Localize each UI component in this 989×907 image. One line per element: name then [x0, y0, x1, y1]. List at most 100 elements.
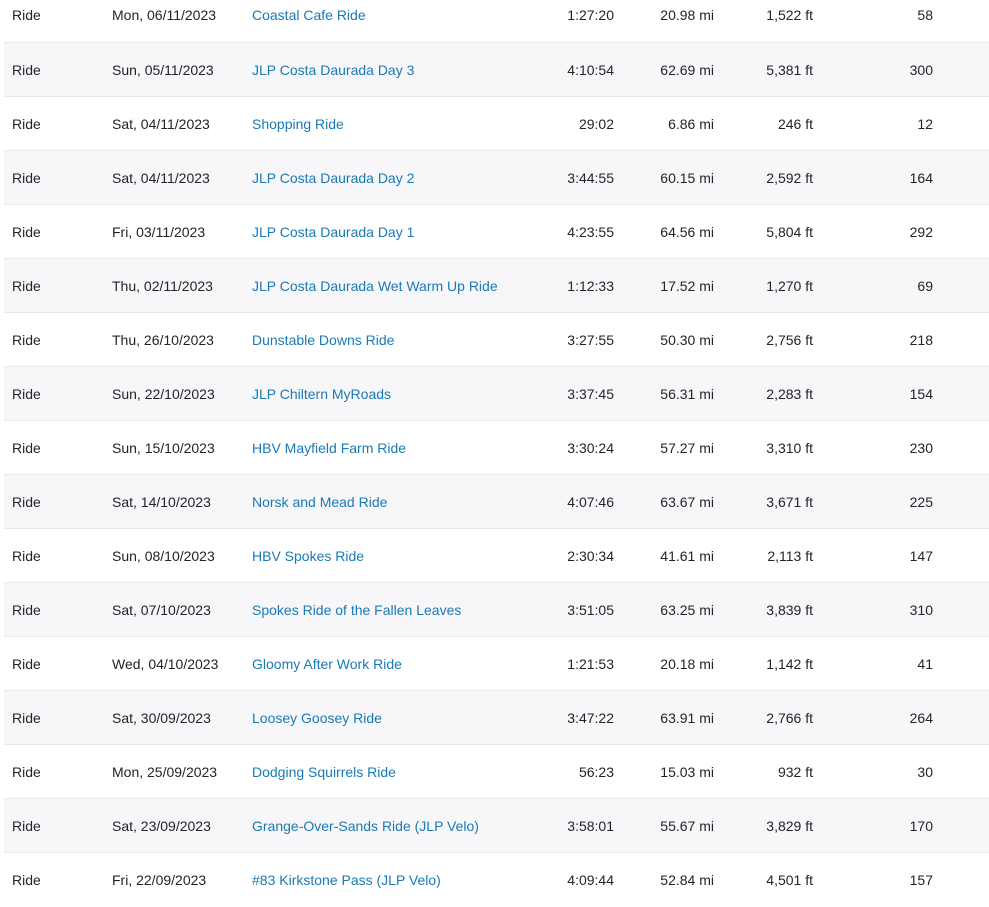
activity-elevation: 246 ft — [777, 116, 813, 132]
activity-date: Sat, 04/11/2023 — [112, 170, 210, 186]
activity-moving-time: 1:27:20 — [567, 7, 614, 23]
activity-title-link[interactable]: JLP Costa Daurada Day 1 — [252, 224, 415, 240]
activity-title-link[interactable]: Grange-Over-Sands Ride (JLP Velo) — [252, 818, 479, 834]
activity-sport: Ride — [12, 278, 41, 294]
activity-date: Fri, 03/11/2023 — [112, 224, 206, 240]
activity-elevation: 2,766 ft — [766, 710, 813, 726]
activity-distance: 20.98 mi — [660, 7, 714, 23]
activity-sport: Ride — [12, 602, 41, 618]
table-row: Ride Sat, 14/10/2023 Norsk and Mead Ride 4:… — [4, 474, 989, 528]
activity-moving-time: 1:12:33 — [567, 278, 614, 294]
activity-elevation: 1,142 ft — [766, 656, 813, 672]
activity-title-link[interactable]: Gloomy After Work Ride — [252, 656, 402, 672]
table-row: Ride Sat, 23/09/2023 Grange-Over-Sands Rid… — [4, 798, 989, 852]
activity-date: Sat, 04/11/2023 — [112, 116, 210, 132]
activity-title-link[interactable]: Coastal Cafe Ride — [252, 7, 366, 23]
table-row: Ride Sun, 15/10/2023 HBV Mayfield Farm Rid… — [4, 420, 989, 474]
activity-sport: Ride — [12, 494, 41, 510]
table-row: Ride Mon, 25/09/2023 Dodging Squirrels Rid… — [4, 744, 989, 798]
table-row: Ride Fri, 22/09/2023 #83 Kirkstone Pass (J… — [4, 852, 989, 906]
activity-distance: 62.69 mi — [660, 62, 714, 78]
activity-elevation: 2,592 ft — [766, 170, 813, 186]
activity-title-link[interactable]: Spokes Ride of the Fallen Leaves — [252, 602, 462, 618]
activity-relative-effort: 157 — [909, 872, 933, 888]
activity-moving-time: 4:09:44 — [567, 872, 614, 888]
activity-moving-time: 3:27:55 — [567, 332, 614, 348]
activity-distance: 63.25 mi — [660, 602, 714, 618]
activity-date: Fri, 22/09/2023 — [112, 872, 207, 888]
table-row: Ride Sat, 04/11/2023 JLP Costa Daurada Day… — [4, 150, 989, 204]
activity-date: Sat, 30/09/2023 — [112, 710, 211, 726]
activity-title-link[interactable]: Dodging Squirrels Ride — [252, 764, 396, 780]
activity-table: Ride Mon, 06/11/2023 Coastal Cafe Ride 1:27… — [4, 0, 989, 906]
table-row: Ride Sat, 30/09/2023 Loosey Goosey Ride 3:4… — [4, 690, 989, 744]
activity-title-link[interactable]: JLP Costa Daurada Day 3 — [252, 62, 415, 78]
activity-elevation: 5,804 ft — [766, 224, 813, 240]
activity-title-link[interactable]: Dunstable Downs Ride — [252, 332, 395, 348]
table-row: Ride Sun, 22/10/2023 JLP Chiltern MyRoads 3… — [4, 366, 989, 420]
activity-title-link[interactable]: Norsk and Mead Ride — [252, 494, 388, 510]
activity-relative-effort: 164 — [909, 170, 933, 186]
activity-date: Sat, 14/10/2023 — [112, 494, 211, 510]
table-row: Ride Wed, 04/10/2023 Gloomy After Work Rid… — [4, 636, 989, 690]
activity-relative-effort: 170 — [909, 818, 933, 834]
table-row: Ride Sun, 08/10/2023 HBV Spokes Ride 2:30:3… — [4, 528, 989, 582]
activity-title-link[interactable]: HBV Mayfield Farm Ride — [252, 440, 407, 456]
activity-date: Sat, 07/10/2023 — [112, 602, 211, 618]
activity-moving-time: 4:07:46 — [567, 494, 614, 510]
activity-distance: 63.67 mi — [660, 494, 714, 510]
activity-relative-effort: 12 — [917, 116, 933, 132]
activity-distance: 55.67 mi — [660, 818, 714, 834]
activity-sport: Ride — [12, 656, 41, 672]
activity-relative-effort: 310 — [909, 602, 933, 618]
activity-moving-time: 29:02 — [578, 116, 614, 132]
activity-relative-effort: 300 — [909, 62, 933, 78]
activity-elevation: 1,270 ft — [766, 278, 813, 294]
activity-sport: Ride — [12, 7, 41, 23]
activity-distance: 6.86 mi — [668, 116, 714, 132]
activity-relative-effort: 264 — [909, 710, 933, 726]
activity-distance: 52.84 mi — [660, 872, 714, 888]
activity-relative-effort: 292 — [909, 224, 933, 240]
activity-sport: Ride — [12, 224, 41, 240]
activity-title-link[interactable]: JLP Costa Daurada Wet Warm Up Ride — [252, 278, 498, 294]
activity-date: Wed, 04/10/2023 — [112, 656, 219, 672]
activity-relative-effort: 225 — [909, 494, 933, 510]
activity-moving-time: 56:23 — [578, 764, 614, 780]
activity-moving-time: 3:47:22 — [567, 710, 614, 726]
activity-relative-effort: 154 — [909, 386, 933, 402]
activity-sport: Ride — [12, 764, 41, 780]
activity-relative-effort: 218 — [909, 332, 933, 348]
activity-title-link[interactable]: Loosey Goosey Ride — [252, 710, 382, 726]
activity-moving-time: 3:30:24 — [567, 440, 614, 456]
table-row: Ride Thu, 26/10/2023 Dunstable Downs Ride 3… — [4, 312, 989, 366]
activity-sport: Ride — [12, 548, 41, 564]
activity-relative-effort: 58 — [917, 7, 933, 23]
activity-distance: 15.03 mi — [660, 764, 714, 780]
activity-title-link[interactable]: JLP Chiltern MyRoads — [252, 386, 392, 402]
activity-moving-time: 3:58:01 — [567, 818, 614, 834]
activity-date: Mon, 25/09/2023 — [112, 764, 218, 780]
table-row: Ride Thu, 02/11/2023 JLP Costa Daurada Wet… — [4, 258, 989, 312]
table-row: Ride Sat, 07/10/2023 Spokes Ride of the Fa… — [4, 582, 989, 636]
activity-moving-time: 4:10:54 — [567, 62, 614, 78]
activity-relative-effort: 230 — [909, 440, 933, 456]
activity-date: Sat, 23/09/2023 — [112, 818, 211, 834]
activity-distance: 50.30 mi — [660, 332, 714, 348]
activity-distance: 56.31 mi — [660, 386, 714, 402]
activity-title-link[interactable]: JLP Costa Daurada Day 2 — [252, 170, 415, 186]
activity-title-link[interactable]: #83 Kirkstone Pass (JLP Velo) — [252, 872, 441, 888]
activity-sport: Ride — [12, 170, 41, 186]
activity-date: Sun, 22/10/2023 — [112, 386, 215, 402]
activity-date: Thu, 26/10/2023 — [112, 332, 214, 348]
activity-moving-time: 2:30:34 — [567, 548, 614, 564]
activity-elevation: 2,113 ft — [767, 548, 813, 564]
activity-sport: Ride — [12, 116, 41, 132]
activity-distance: 64.56 mi — [660, 224, 714, 240]
activity-elevation: 2,283 ft — [766, 386, 813, 402]
table-row: Ride Sun, 05/11/2023 JLP Costa Daurada Day… — [4, 42, 989, 96]
activity-title-link[interactable]: Shopping Ride — [252, 116, 344, 132]
activity-title-link[interactable]: HBV Spokes Ride — [252, 548, 365, 564]
activity-elevation: 3,829 ft — [766, 818, 813, 834]
activity-sport: Ride — [12, 332, 41, 348]
